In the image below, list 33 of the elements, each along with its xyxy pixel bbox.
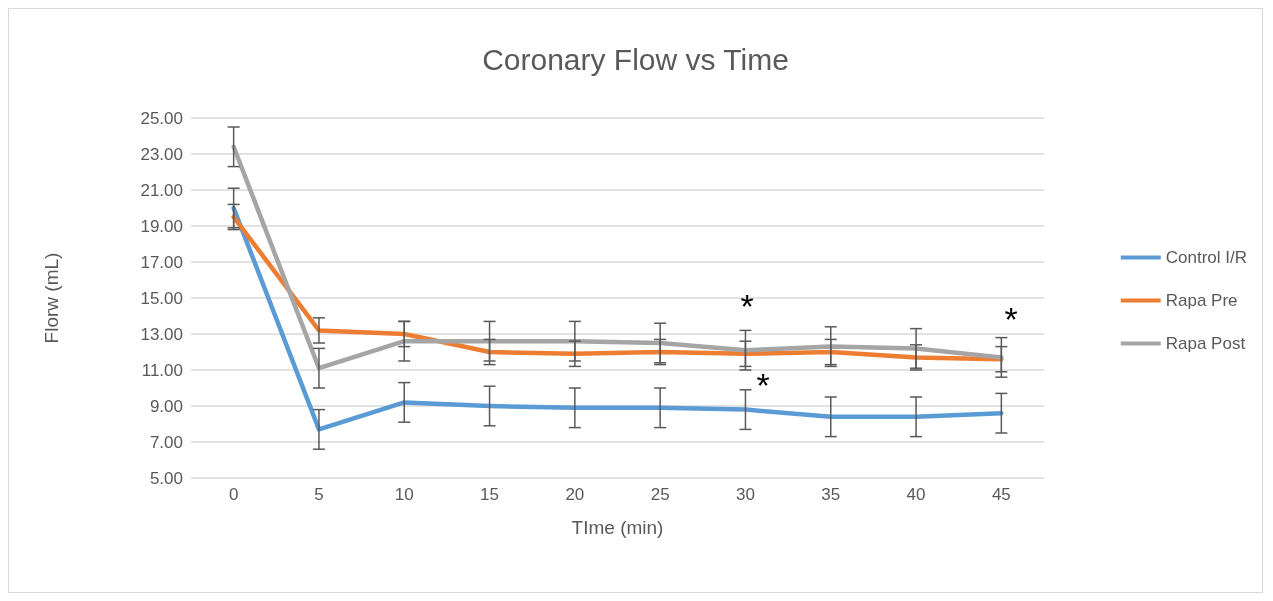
y-tick-label: 7.00 — [149, 432, 183, 452]
legend-label: Control I/R — [1165, 248, 1247, 267]
y-tick-label: 5.00 — [149, 468, 183, 488]
y-tick-label: 23.00 — [140, 144, 183, 164]
annotation: * — [740, 287, 754, 325]
y-tick-label: 11.00 — [141, 360, 183, 380]
y-tick-label: 19.00 — [140, 216, 183, 236]
x-tick-label: 25 — [650, 485, 670, 504]
legend-label: Rapa Pre — [1165, 291, 1238, 310]
x-axis-title: TIme (min) — [571, 517, 664, 538]
x-tick-label: 15 — [480, 485, 500, 504]
y-tick-label: 15.00 — [140, 288, 183, 308]
y-tick-label: 17.00 — [140, 252, 183, 272]
x-tick-label: 20 — [565, 485, 585, 504]
y-tick-label: 13.00 — [140, 324, 183, 344]
annotation: * — [1004, 300, 1018, 338]
line-series — [231, 214, 1004, 362]
y-tick-label: 9.00 — [149, 396, 183, 416]
chart-title: Coronary Flow vs Time — [482, 42, 789, 76]
y-axis-title: Florw (mL) — [41, 252, 62, 344]
legend-label: Rapa Post — [1165, 334, 1246, 353]
line-series — [231, 144, 1004, 371]
x-tick-label: 40 — [906, 485, 926, 504]
x-tick-label: 30 — [735, 485, 755, 504]
x-tick-label: 10 — [394, 485, 414, 504]
x-tick-label: 5 — [314, 485, 324, 504]
x-tick-label: 35 — [821, 485, 841, 504]
y-tick-label: 25.00 — [140, 108, 183, 128]
y-tick-label: 21.00 — [140, 180, 183, 200]
x-tick-label: 45 — [991, 485, 1011, 504]
x-tick-label: 0 — [228, 485, 239, 504]
annotation: * — [756, 366, 770, 404]
line-series — [231, 205, 1004, 432]
